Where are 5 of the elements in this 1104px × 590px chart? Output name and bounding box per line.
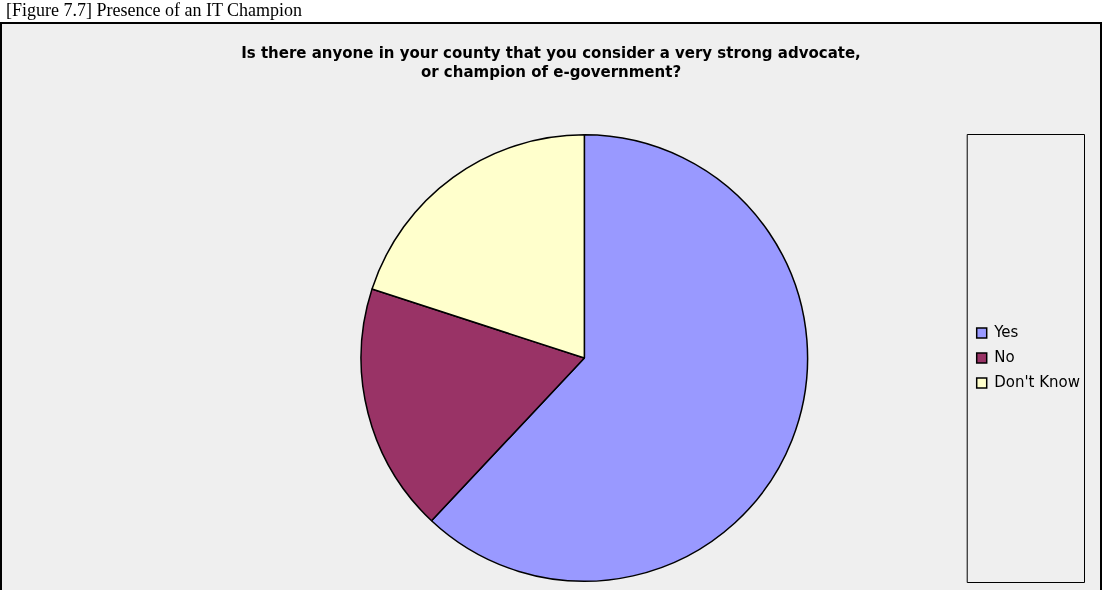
chart-title: Is there anyone in your county that you consider a very strong advocate, or champion of e-government? (240, 44, 862, 82)
text: [Figure 7.7] Presence of an IT Champion (6, 0, 303, 20)
legend-label: No (994, 347, 1015, 366)
legend-label: Don't Know (994, 372, 1080, 391)
legend-label: Yes (993, 322, 1019, 341)
